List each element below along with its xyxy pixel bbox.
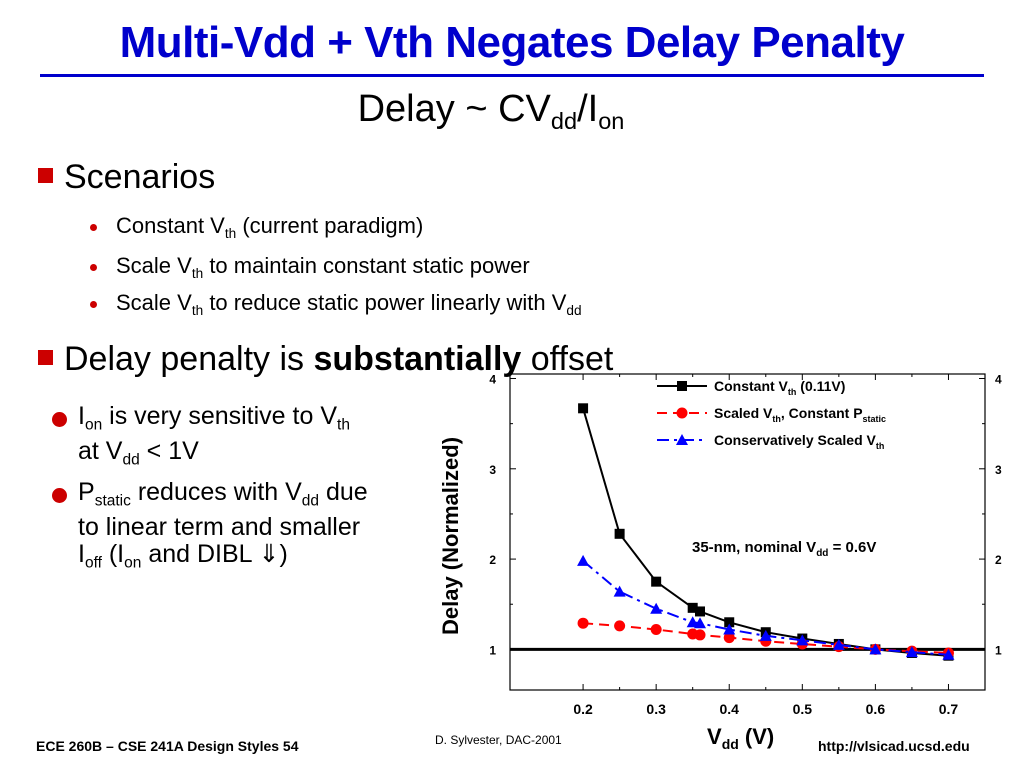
series-line-scaled [583,622,949,654]
legend-marker-circle-icon [676,407,688,419]
data-point-constant [906,647,917,658]
bullet-square-icon [38,168,53,183]
data-point-conservative [686,616,699,628]
legend-label-scaled: Scaled Vth, Constant Pstatic [714,405,886,424]
footer-url: http://vlsicad.ucsd.edu [818,738,970,754]
chart-annotation: 35-nm, nominal Vdd = 0.6V [692,539,876,559]
pstatic-text: Pstatic reduces with Vdd due to linear t… [78,478,368,572]
data-point-constant [724,617,735,628]
y-tick-label-right: 1 [995,643,1002,657]
data-point-constant [760,627,771,638]
footer-course: ECE 260B – CSE 241A Design Styles 54 [36,738,299,754]
y-tick-label-right: 3 [995,463,1002,477]
data-point-scaled [760,635,772,647]
data-point-scaled [577,617,589,629]
data-point-constant [870,644,881,655]
bullet-dot-icon [90,224,97,231]
x-tick-label: 0.7 [939,701,959,717]
data-point-constant [833,638,844,649]
legend-marker-triangle-icon [676,434,688,445]
bullet-scenarios: Scenarios [64,158,216,196]
bullet-dot-icon [90,264,97,271]
legend: Constant Vth (0.11V) Scaled Vth, Constan… [657,378,886,451]
ion-sensitivity-text: Ion is very sensitive to Vth at Vdd < 1V [78,402,350,469]
data-point-constant [943,650,954,661]
data-point-conservative [613,585,626,597]
y-tick-label: 1 [489,643,496,657]
legend-marker-square-icon [677,381,687,391]
plot-frame [509,373,986,691]
x-axis-label: Vdd (V) [707,724,774,752]
y-tick-label: 3 [489,463,496,477]
data-point-constant [687,602,698,613]
data-point-conservative [796,634,809,646]
data-point-constant [797,633,808,644]
data-point-scaled [869,643,881,655]
data-point-conservative [905,646,918,658]
data-point-conservative [577,554,590,566]
y-tick-label-right: 2 [995,553,1002,567]
data-point-scaled [833,641,845,653]
title-underline [40,74,984,77]
data-point-conservative [723,623,736,635]
bullet-square-icon [38,350,53,365]
data-point-conservative [832,638,845,650]
data-point-conservative [759,629,772,641]
data-point-constant [651,576,662,587]
data-point-scaled [723,632,735,644]
data-point-conservative [694,617,706,629]
data-point-scaled [942,647,954,659]
down-arrow-icon: ⇓ [258,540,280,569]
x-tick-label: 0.6 [866,701,886,717]
bullet-circle-icon [52,412,67,427]
data-point-scaled [614,620,626,632]
slide-subtitle: Delay ~ CVdd/Ion [357,88,625,135]
bullet-circle-icon [52,488,67,503]
x-tick-label: 0.4 [719,701,739,717]
y-axis-label: Delay (Normalized) [438,437,463,635]
data-point-constant [614,528,625,539]
bullet-dot-icon [90,301,97,308]
scenario-item: Constant Vth (current paradigm) [116,213,424,241]
footer-credit: D. Sylvester, DAC-2001 [435,733,562,747]
x-tick-label: 0.3 [646,701,666,717]
x-tick-label: 0.2 [573,701,593,717]
series-line-constant [582,408,949,657]
y-tick-label-right: 4 [995,373,1002,387]
data-point-scaled [906,645,918,657]
data-point-conservative [650,602,663,614]
scenario-item: Scale Vth to maintain constant static po… [116,253,530,281]
legend-label-constant: Constant Vth (0.11V) [714,378,845,397]
legend-label-conservative: Conservatively Scaled Vth [714,432,884,451]
slide-title: Multi-Vdd + Vth Negates Delay Penalty [119,18,905,67]
data-point-constant [578,403,589,414]
bullet-delay-penalty: Delay penalty is substantially offset [64,340,614,378]
scenario-item: Scale Vth to reduce static power linearl… [116,290,582,318]
data-point-constant [695,606,705,617]
data-point-scaled [694,629,706,641]
x-tick-label: 0.5 [793,701,813,717]
data-point-scaled [796,638,808,650]
data-point-scaled [650,624,662,636]
data-point-scaled [687,628,699,640]
data-point-conservative [869,643,882,655]
y-tick-label: 2 [489,553,496,567]
series-line-conservative [582,560,949,656]
data-point-conservative [942,648,955,660]
